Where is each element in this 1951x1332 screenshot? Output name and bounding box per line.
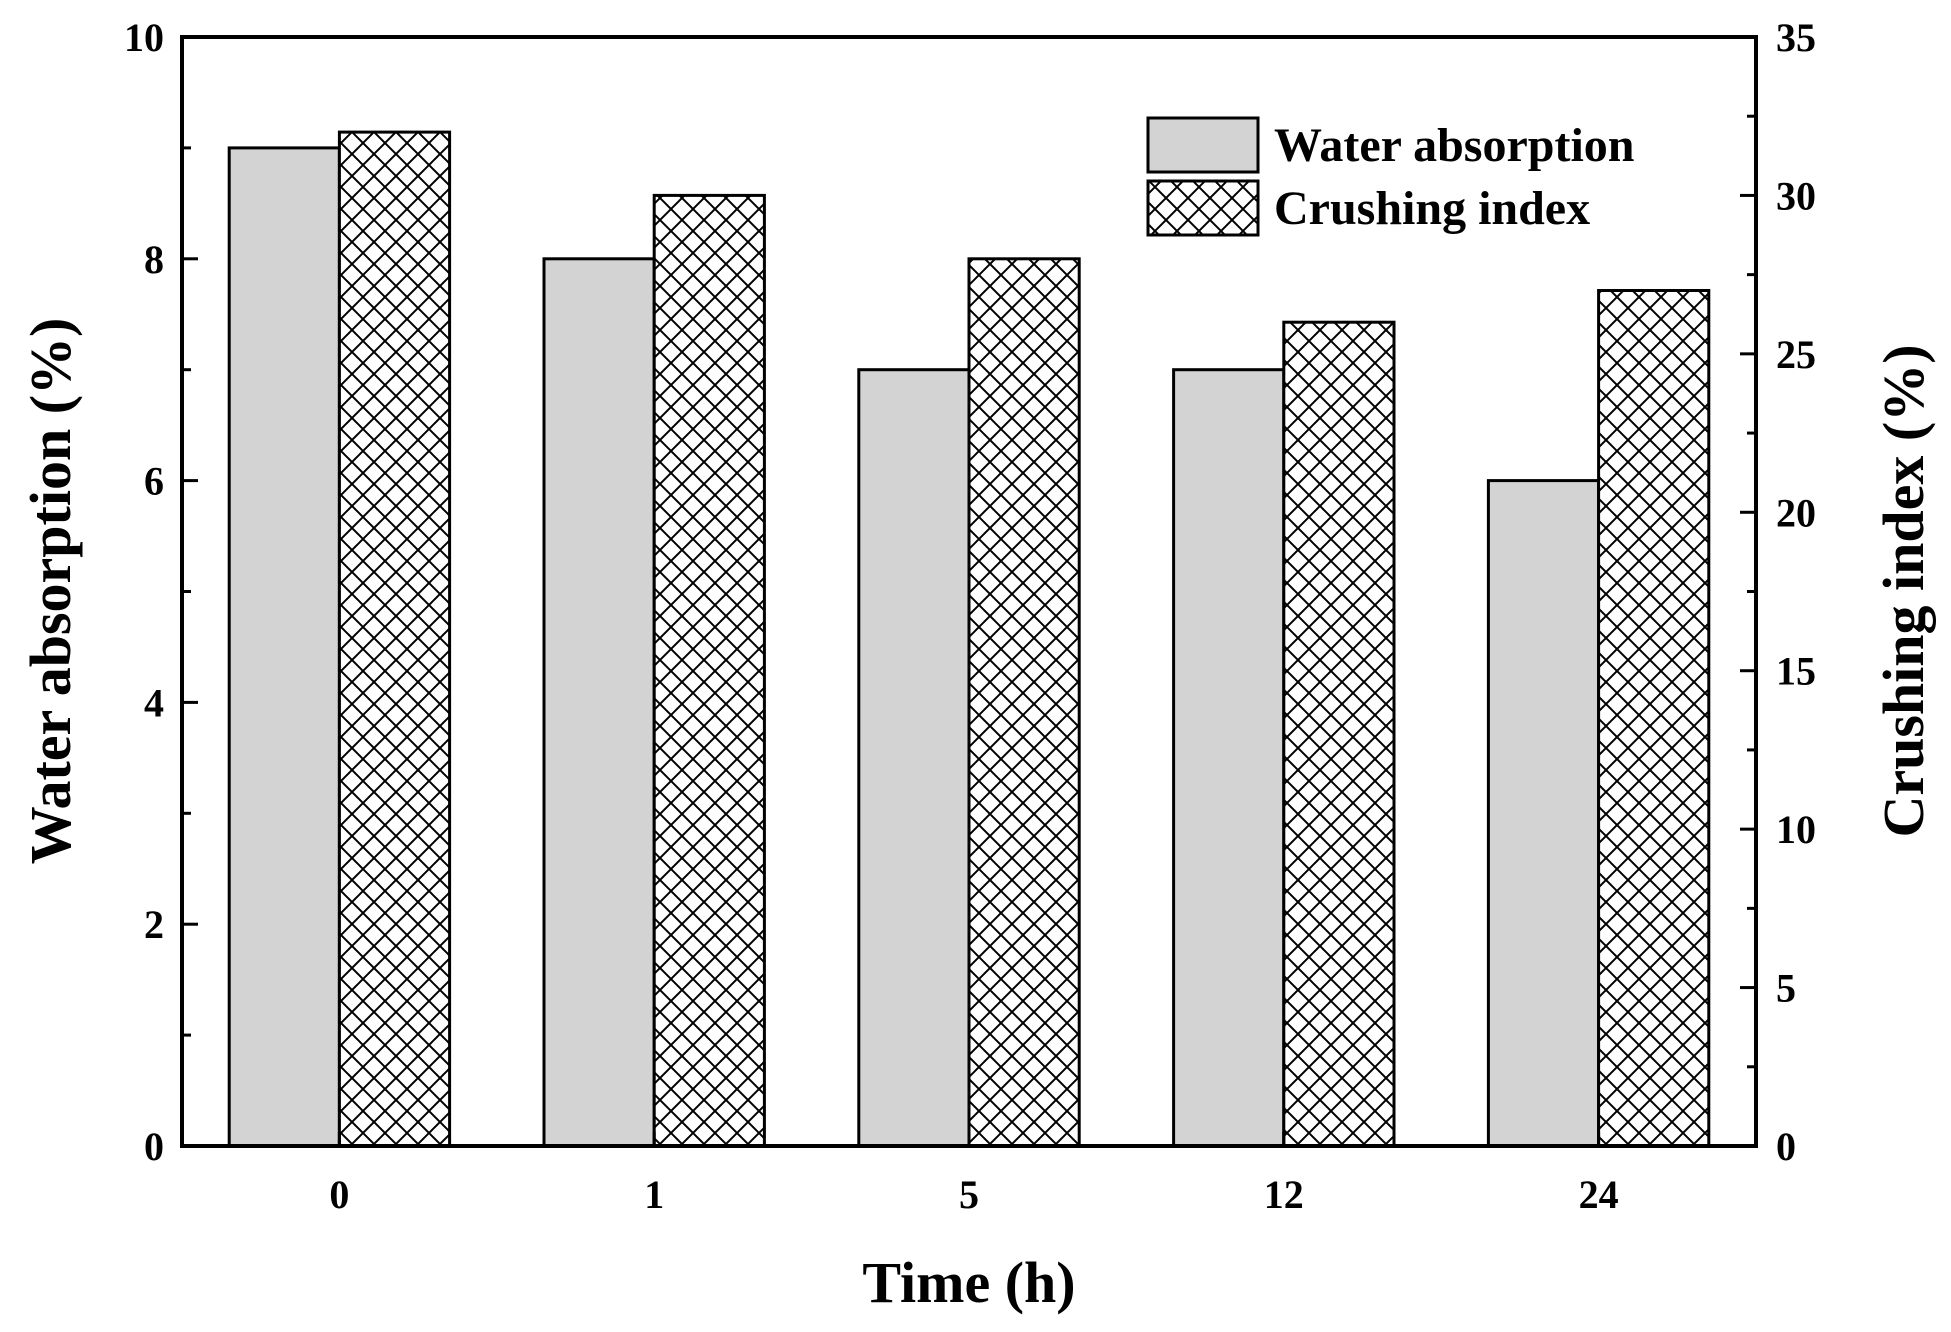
bar-water-absorption-12 (1172, 368, 1286, 1148)
left-tick-label: 10 (124, 15, 164, 60)
right-y-axis-title: Crushing index (%) (1871, 344, 1936, 837)
bar-crushing-index-24 (1597, 289, 1711, 1148)
right-tick-label: 0 (1776, 1124, 1796, 1169)
x-axis-ticks: 0 1 5 12 24 (329, 1132, 1619, 1217)
x-tick-label: 5 (959, 1172, 979, 1217)
legend-label-crushing-index: Crushing index (1274, 182, 1590, 235)
x-tick-label: 1 (644, 1172, 664, 1217)
right-axis-ticks: 0 5 10 15 20 25 30 35 (1740, 15, 1816, 1169)
bars-group (227, 130, 1711, 1148)
left-tick-label: 8 (144, 237, 164, 282)
bar-water-absorption-1 (542, 257, 656, 1148)
left-tick-label: 2 (144, 902, 164, 947)
bar-crushing-index-5 (967, 257, 1081, 1148)
bar-crushing-index-0 (337, 130, 452, 1148)
right-tick-label: 25 (1776, 332, 1816, 377)
right-tick-label: 20 (1776, 490, 1816, 535)
plot-frame (180, 35, 1758, 1148)
bar-crushing-index-12 (1282, 320, 1396, 1148)
x-tick-label: 0 (329, 1172, 349, 1217)
left-y-axis-title: Water absorption (%) (18, 318, 83, 865)
left-tick-label: 0 (144, 1124, 164, 1169)
legend-label-water-absorption: Water absorption (1274, 119, 1634, 172)
bar-water-absorption-0 (227, 146, 341, 1148)
bar-crushing-index-1 (652, 193, 766, 1148)
bar-water-absorption-24 (1486, 479, 1601, 1148)
right-tick-label: 35 (1776, 15, 1816, 60)
legend-swatch-water-absorption (1146, 116, 1260, 174)
x-axis-title: Time (h) (862, 1250, 1075, 1315)
legend-swatch-crushing-index (1146, 179, 1260, 237)
right-tick-label: 10 (1776, 807, 1816, 852)
right-tick-label: 30 (1776, 173, 1816, 218)
x-tick-label: 24 (1579, 1172, 1619, 1217)
legend: Water absorption Crushing index (1146, 116, 1634, 237)
right-tick-label: 15 (1776, 649, 1816, 694)
left-tick-label: 6 (144, 459, 164, 504)
bar-water-absorption-5 (857, 368, 971, 1148)
left-axis-ticks: 0 2 4 6 8 10 (124, 15, 198, 1169)
x-tick-label: 12 (1264, 1172, 1304, 1217)
right-tick-label: 5 (1776, 966, 1796, 1011)
left-tick-label: 4 (144, 680, 164, 725)
